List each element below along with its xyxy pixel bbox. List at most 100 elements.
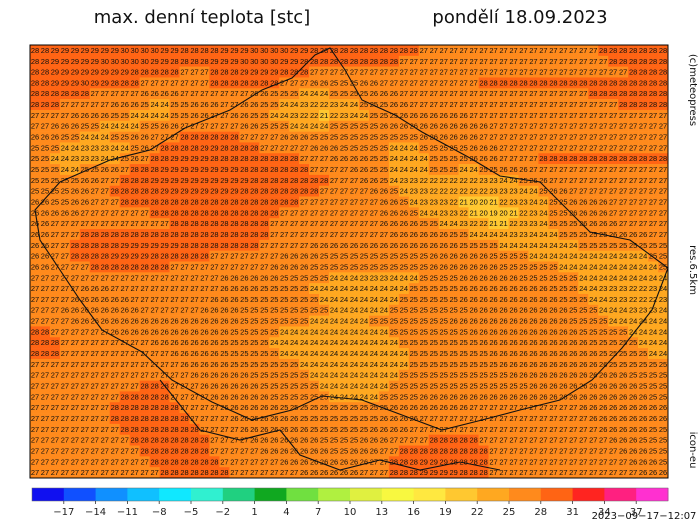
cell [538, 153, 549, 165]
cell-value: 26 [390, 197, 398, 206]
cell-value: 27 [559, 176, 567, 185]
cell-value: 23 [529, 219, 537, 228]
cell-value: 25 [280, 306, 288, 315]
cell [289, 196, 300, 208]
cell-value: 26 [280, 414, 288, 423]
cell [219, 250, 230, 262]
cell [209, 153, 220, 165]
cell-value: 28 [390, 46, 398, 55]
cell-value: 27 [599, 165, 607, 174]
cell [349, 348, 360, 360]
cell [378, 456, 390, 468]
cell [418, 88, 430, 100]
cell [588, 315, 599, 327]
cell-value: 27 [31, 392, 39, 401]
cell-value: 28 [51, 338, 59, 347]
cell [588, 445, 599, 457]
cell-value: 24 [51, 154, 59, 163]
cell-value: 28 [629, 57, 637, 66]
cell-value: 29 [190, 165, 198, 174]
cell [498, 45, 509, 57]
cell [79, 153, 91, 165]
cell-value: 27 [559, 457, 567, 466]
cell [329, 434, 340, 446]
cell [179, 185, 190, 197]
cell [478, 402, 489, 414]
cell [69, 239, 81, 251]
cell [638, 120, 649, 132]
cell [488, 120, 499, 132]
cell [658, 207, 669, 219]
cell-value: 26 [400, 414, 408, 423]
cell-value: 25 [400, 338, 408, 347]
cell [30, 369, 41, 381]
cell [319, 380, 330, 392]
cell [408, 239, 420, 251]
cell-value: 29 [81, 68, 89, 77]
cell-value: 25 [370, 262, 378, 271]
cell [349, 304, 360, 316]
cell [488, 272, 499, 284]
cell [368, 283, 380, 295]
cell-value: 26 [131, 133, 139, 142]
cell [408, 99, 420, 111]
cell-value: 26 [430, 241, 438, 250]
cell-value: 23 [450, 208, 458, 217]
cell-value: 24 [160, 111, 168, 120]
cell-value: 26 [260, 89, 268, 98]
cell [179, 88, 190, 100]
cell [418, 304, 430, 316]
cell [49, 66, 61, 78]
cell-value: 24 [101, 154, 109, 163]
cell-value: 27 [170, 306, 178, 315]
cell [49, 99, 61, 111]
cell [488, 402, 499, 414]
cell-value: 28 [459, 446, 467, 455]
cell-value: 26 [270, 425, 278, 434]
cell-value: 25 [330, 78, 338, 87]
cell-value: 26 [609, 371, 617, 380]
cell-value: 26 [410, 241, 418, 250]
cell-value: 27 [61, 414, 69, 423]
cell-value: 27 [569, 187, 577, 196]
cell [319, 423, 330, 435]
cell [259, 99, 270, 111]
cell [249, 164, 260, 176]
cell [458, 434, 469, 446]
cell [89, 196, 101, 208]
cell [39, 45, 51, 57]
cell-value: 25 [270, 392, 278, 401]
cell-value: 26 [180, 327, 188, 336]
cell-value: 28 [459, 457, 467, 466]
cell-value: 25 [659, 446, 667, 455]
cell [189, 293, 200, 306]
cell-value: 25 [91, 122, 99, 131]
cell-value: 25 [479, 371, 487, 380]
cell [239, 445, 250, 457]
cell-value: 30 [250, 46, 258, 55]
cell [578, 293, 589, 306]
cell [69, 445, 81, 457]
cell-value: 27 [619, 133, 627, 142]
cell-value: 25 [440, 154, 448, 163]
cell-value: 28 [200, 252, 208, 261]
cell [159, 369, 170, 381]
cell [518, 369, 529, 381]
cell [388, 445, 400, 457]
cell [329, 109, 340, 122]
cell-value: 25 [61, 197, 69, 206]
cell [478, 99, 489, 111]
cell [30, 109, 41, 122]
cell [358, 207, 370, 219]
cell [458, 55, 469, 67]
cell-value: 25 [589, 306, 597, 315]
cell-value: 27 [539, 403, 547, 412]
cell-value: 25 [71, 133, 79, 142]
cell-value: 28 [380, 46, 388, 55]
cell-value: 24 [629, 252, 637, 261]
cell [378, 153, 390, 165]
cell-value: 25 [380, 143, 388, 152]
cell-value: 27 [649, 208, 657, 217]
cell [518, 239, 529, 251]
cell [279, 293, 290, 306]
